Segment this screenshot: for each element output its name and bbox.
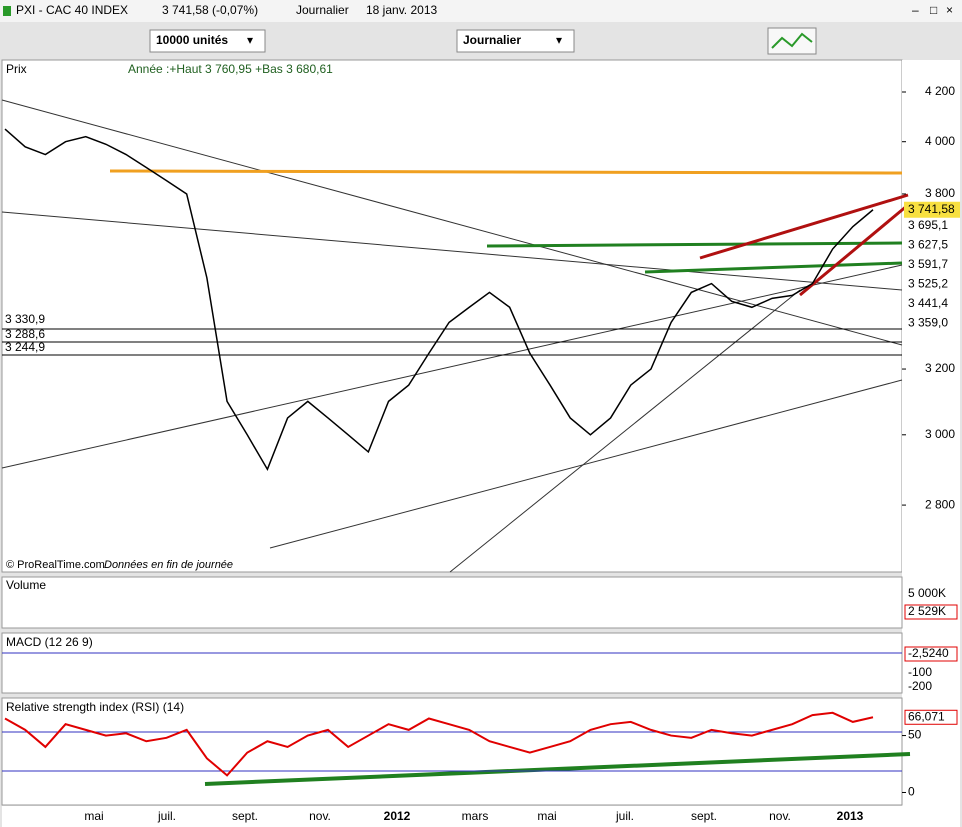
last-price-label: 3 741,58 xyxy=(908,202,955,216)
dropdown-arrow: ▾ xyxy=(556,33,562,47)
y-tick-label: 3 200 xyxy=(925,361,955,375)
panel-title: Volume xyxy=(6,578,46,592)
chart-style-button[interactable] xyxy=(767,27,817,55)
axis-label: 2 529K xyxy=(908,604,946,618)
indicator-label: 3 627,5 xyxy=(908,238,948,252)
level-label: 3 330,9 xyxy=(5,312,45,326)
period-dropdown[interactable] xyxy=(456,29,575,53)
label-box xyxy=(904,709,958,725)
drawings xyxy=(1,99,911,786)
axis-label: -200 xyxy=(908,679,932,693)
minimize[interactable]: – xyxy=(912,3,919,17)
macd-panel xyxy=(1,632,903,694)
note: Données en fin de journée xyxy=(104,559,233,571)
y-tick-label: 4 000 xyxy=(925,134,955,148)
x-tick-label: 2013 xyxy=(837,809,864,823)
last-price: 3 741,58 (-0,07%) xyxy=(162,3,258,17)
x-tick-label: 2012 xyxy=(384,809,411,823)
period: Journalier xyxy=(296,3,349,17)
volume-panel xyxy=(1,576,903,629)
quantity-dropdown[interactable] xyxy=(149,29,266,53)
x-tick-label: sept. xyxy=(232,809,258,823)
quantity: 10000 unités xyxy=(156,33,228,47)
axis-label: -100 xyxy=(908,665,932,679)
y-tick-label: 2 800 xyxy=(925,497,955,511)
indicator-label: 3 359,0 xyxy=(908,316,948,330)
panel-title: Prix xyxy=(6,62,27,76)
indicator-label: 3 591,7 xyxy=(908,257,948,271)
panel-title: MACD (12 26 9) xyxy=(6,635,93,649)
x-tick-label: sept. xyxy=(691,809,717,823)
axis-label: 5 000K xyxy=(908,586,946,600)
maximize[interactable]: □ xyxy=(930,3,937,17)
level-label: 3 244,9 xyxy=(5,340,45,354)
x-tick-label: juil. xyxy=(615,809,634,823)
y-tick-label: 50 xyxy=(908,728,922,742)
last-price-box xyxy=(904,201,960,218)
label-box xyxy=(904,604,958,620)
icon xyxy=(771,32,813,49)
title-bar xyxy=(0,0,962,22)
legend: Année :+Haut 3 760,95 +Bas 3 680,61 xyxy=(128,62,333,76)
indicator-label: 3 695,1 xyxy=(908,218,948,232)
x-tick-label: juil. xyxy=(157,809,176,823)
app-icon xyxy=(3,6,11,16)
close[interactable]: × xyxy=(946,3,953,17)
y-tick-label: 3 000 xyxy=(925,427,955,441)
indicator-label: 3 525,2 xyxy=(908,277,948,291)
last-rsi-label: 66,071 xyxy=(908,709,945,723)
level-label: 3 288,6 xyxy=(5,327,45,341)
y-tick-label: 0 xyxy=(908,785,915,799)
credit: © ProRealTime.com xyxy=(6,559,105,571)
y-tick-label: 4 200 xyxy=(925,84,955,98)
indicator-label: 3 441,4 xyxy=(908,296,948,310)
date: 18 janv. 2013 xyxy=(366,3,437,17)
x-tick-label: mars xyxy=(462,809,489,823)
right-axis xyxy=(902,60,960,806)
axis-label: -2,5240 xyxy=(908,646,949,660)
x-tick-label: mai xyxy=(537,809,556,823)
rsi-line xyxy=(4,711,874,777)
label-box xyxy=(904,646,958,662)
x-tick-label: nov. xyxy=(769,809,791,823)
x-tick-label: mai xyxy=(84,809,103,823)
x-axis xyxy=(2,806,960,827)
rsi-panel xyxy=(1,697,903,806)
dropdown-arrow: ▾ xyxy=(247,33,253,47)
instrument: PXI - CAC 40 INDEX xyxy=(16,3,128,17)
period-choice: Journalier xyxy=(463,33,521,47)
panel-title: Relative strength index (RSI) (14) xyxy=(6,700,184,714)
x-tick-label: nov. xyxy=(309,809,331,823)
price-panel xyxy=(1,59,903,573)
price-line xyxy=(4,128,874,472)
y-tick-label: 3 800 xyxy=(925,186,955,200)
